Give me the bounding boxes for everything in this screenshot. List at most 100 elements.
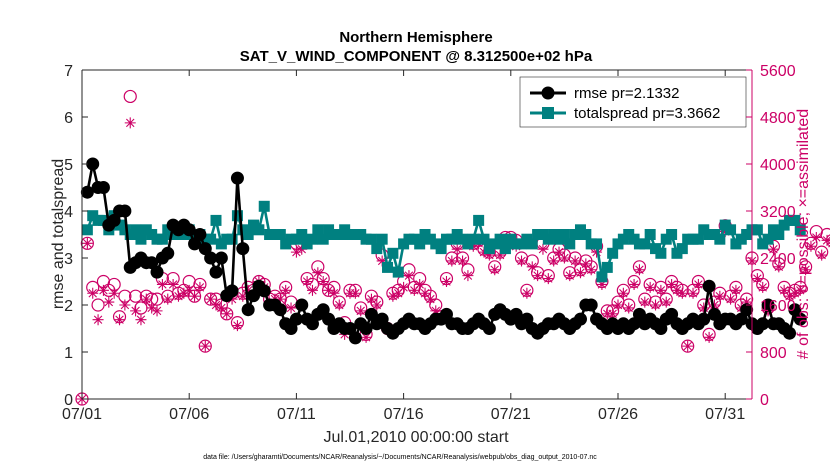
rmse-point [756, 317, 770, 331]
obs-assimilated-point [483, 249, 495, 261]
rmse-point [230, 171, 244, 185]
totalspread-point [564, 238, 576, 250]
obs-assimilated-point [542, 273, 554, 285]
obs-assimilated-point [130, 305, 142, 317]
x-tick-label: 07/21 [491, 406, 531, 423]
obs-assimilated-point [714, 290, 726, 302]
totalspread-point [794, 224, 806, 236]
obs-assimilated-point [725, 293, 737, 305]
obs-assimilated-point [419, 287, 431, 299]
obs-assimilated-point [108, 287, 120, 299]
rmse-point [632, 307, 646, 321]
rmse-point [96, 181, 110, 194]
obs-assimilated-point [349, 287, 361, 299]
totalspread-point [644, 229, 656, 240]
rmse-point [209, 265, 223, 279]
totalspread-point [494, 233, 506, 245]
rmse-point [740, 303, 754, 317]
totalspread-point [591, 238, 603, 250]
obs-assimilated-point [237, 290, 249, 302]
totalspread-point [467, 233, 479, 245]
obs-assimilated-point [778, 284, 790, 296]
totalspread-point [274, 229, 286, 240]
y-tick-label: 2 [64, 298, 73, 315]
y2-tick-label: 0 [760, 392, 769, 409]
obs-assimilated-point [655, 284, 667, 296]
obs-assimilated-point [156, 278, 168, 290]
rmse-point [182, 223, 196, 237]
totalspread-point [226, 233, 238, 245]
obs-assimilated-point [494, 249, 506, 261]
obs-assimilated-point [757, 281, 769, 293]
y-tick-label: 5 [64, 157, 73, 174]
totalspread-point [135, 233, 147, 245]
totalspread-point [258, 200, 270, 212]
totalspread-point [692, 233, 704, 245]
rmse-point [118, 204, 132, 218]
obs-assimilated-point [671, 284, 683, 296]
y-tick-label: 6 [64, 110, 73, 127]
obs-assimilated-point [639, 296, 651, 308]
obs-assimilated-point [612, 299, 624, 311]
obs-assimilated-point [365, 293, 377, 305]
y2-tick-label: 5600 [760, 63, 796, 80]
obs-assimilated-point [92, 314, 104, 326]
x-tick-label: 07/26 [598, 406, 638, 423]
obs-assimilated-point [355, 305, 367, 317]
obs-assimilated-point [687, 287, 699, 299]
y2-tick-label: 2400 [760, 251, 796, 268]
rmse-point [359, 322, 373, 335]
rmse-point [316, 303, 330, 317]
obs-assimilated-point [708, 299, 720, 311]
y-tick-label: 7 [64, 63, 73, 80]
chart-title: Northern Hemisphere [339, 29, 492, 46]
obs-assimilated-point [741, 296, 753, 308]
totalspread-point [601, 261, 613, 273]
obs-assimilated-point [280, 284, 292, 296]
x-tick-label: 07/11 [277, 406, 316, 423]
obs-assimilated-point [140, 293, 152, 305]
obs-assimilated-point [392, 287, 404, 299]
rmse-point [509, 307, 523, 321]
obs-assimilated-point [773, 261, 785, 273]
rmse-point [204, 251, 218, 265]
totalspread-point [205, 233, 217, 245]
obs-assimilated-point [221, 308, 233, 320]
rmse-point [305, 317, 319, 331]
rmse-point [188, 237, 202, 251]
rmse-point [439, 307, 453, 321]
obs-assimilated-point [585, 264, 597, 276]
totalspread-point [607, 247, 619, 259]
rmse-point [627, 317, 641, 331]
obs-assimilated-point [553, 246, 565, 258]
obs-assimilated-point [800, 264, 812, 276]
totalspread-point [435, 243, 447, 255]
y-tick-label: 1 [64, 345, 73, 362]
obs-assimilated-point [306, 284, 318, 296]
legend-box [519, 76, 747, 128]
obs-assimilated-point [821, 234, 830, 246]
obs-assimilated-point [424, 293, 436, 305]
obs-assimilated-point [516, 255, 528, 267]
obs-assimilated-point [537, 243, 549, 255]
data-file-footnote: data file: /Users/gharamti/Documents/NCA… [203, 454, 597, 461]
obs-assimilated-point [446, 255, 458, 267]
obs-assimilated-point [580, 258, 592, 270]
obs-assimilated-point [789, 287, 801, 299]
totalspread-point [639, 238, 651, 250]
obs-assimilated-point [526, 261, 538, 273]
legend-spread-label: totalspread pr=3.3662 [574, 105, 720, 122]
x-tick-label: 07/31 [705, 406, 745, 423]
obs-assimilated-point [333, 299, 345, 311]
y-tick-label: 3 [64, 251, 73, 268]
obs-assimilated-point [628, 278, 640, 290]
y-tick-label: 0 [64, 392, 73, 409]
rmse-point [257, 284, 271, 298]
rmse-point [793, 312, 807, 326]
obs-assimilated-point [274, 293, 286, 305]
obs-assimilated-point [805, 240, 817, 252]
obs-assimilated-point [242, 284, 254, 296]
rmse-point [80, 185, 94, 199]
legend-rmse-label: rmse pr=2.1332 [574, 85, 679, 102]
obs-assimilated-point [633, 264, 645, 276]
